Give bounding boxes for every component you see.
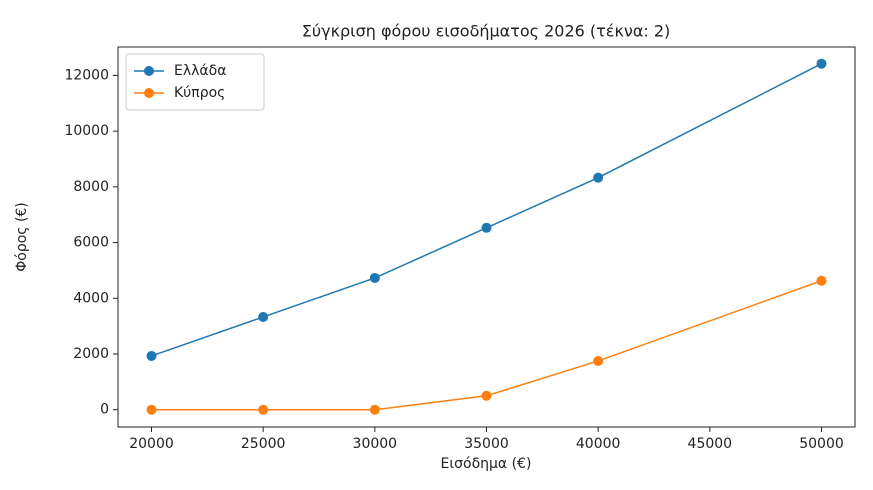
x-tick-label: 20000 [129, 436, 174, 452]
point [481, 222, 492, 233]
point [369, 404, 380, 415]
legend: Ελλάδα Κύπρος [125, 53, 265, 111]
point [593, 172, 604, 183]
point [258, 311, 269, 322]
point [816, 275, 827, 286]
x-tick-label: 40000 [576, 436, 621, 452]
x-tick-label: 30000 [353, 436, 398, 452]
y-tick-label: 4000 [73, 290, 109, 306]
chart-title: Σύγκριση φόρου εισοδήματος 2026 (τέκνα: … [302, 22, 671, 41]
y-tick-label: 6000 [73, 235, 109, 251]
point [816, 58, 827, 69]
legend-label: Ελλάδα [174, 63, 226, 79]
series-line [151, 280, 822, 411]
x-tick-label: 25000 [241, 436, 286, 452]
y-tick-label: 10000 [64, 123, 109, 139]
x-tick-label: 35000 [464, 436, 509, 452]
point [481, 390, 492, 401]
legend-box [125, 53, 265, 111]
x-tick-label: 45000 [688, 436, 733, 452]
legend-label: Κύπρος [174, 85, 225, 101]
point [369, 272, 380, 283]
x-tick-label: 50000 [799, 436, 844, 452]
y-axis-label: Φόρος (€) [14, 202, 30, 272]
legend-marker [144, 88, 154, 98]
plot-frame [117, 46, 856, 428]
y-tick-label: 12000 [64, 67, 109, 83]
point [146, 404, 157, 415]
x-axis-label: Εισόδημα (€) [441, 456, 532, 472]
legend-marker [144, 66, 154, 76]
point [146, 350, 157, 361]
y-tick-label: 0 [100, 402, 109, 418]
y-tick-label: 8000 [73, 179, 109, 195]
point [258, 404, 269, 415]
series-line [151, 63, 822, 357]
y-tick-label: 2000 [73, 346, 109, 362]
point [593, 355, 604, 366]
